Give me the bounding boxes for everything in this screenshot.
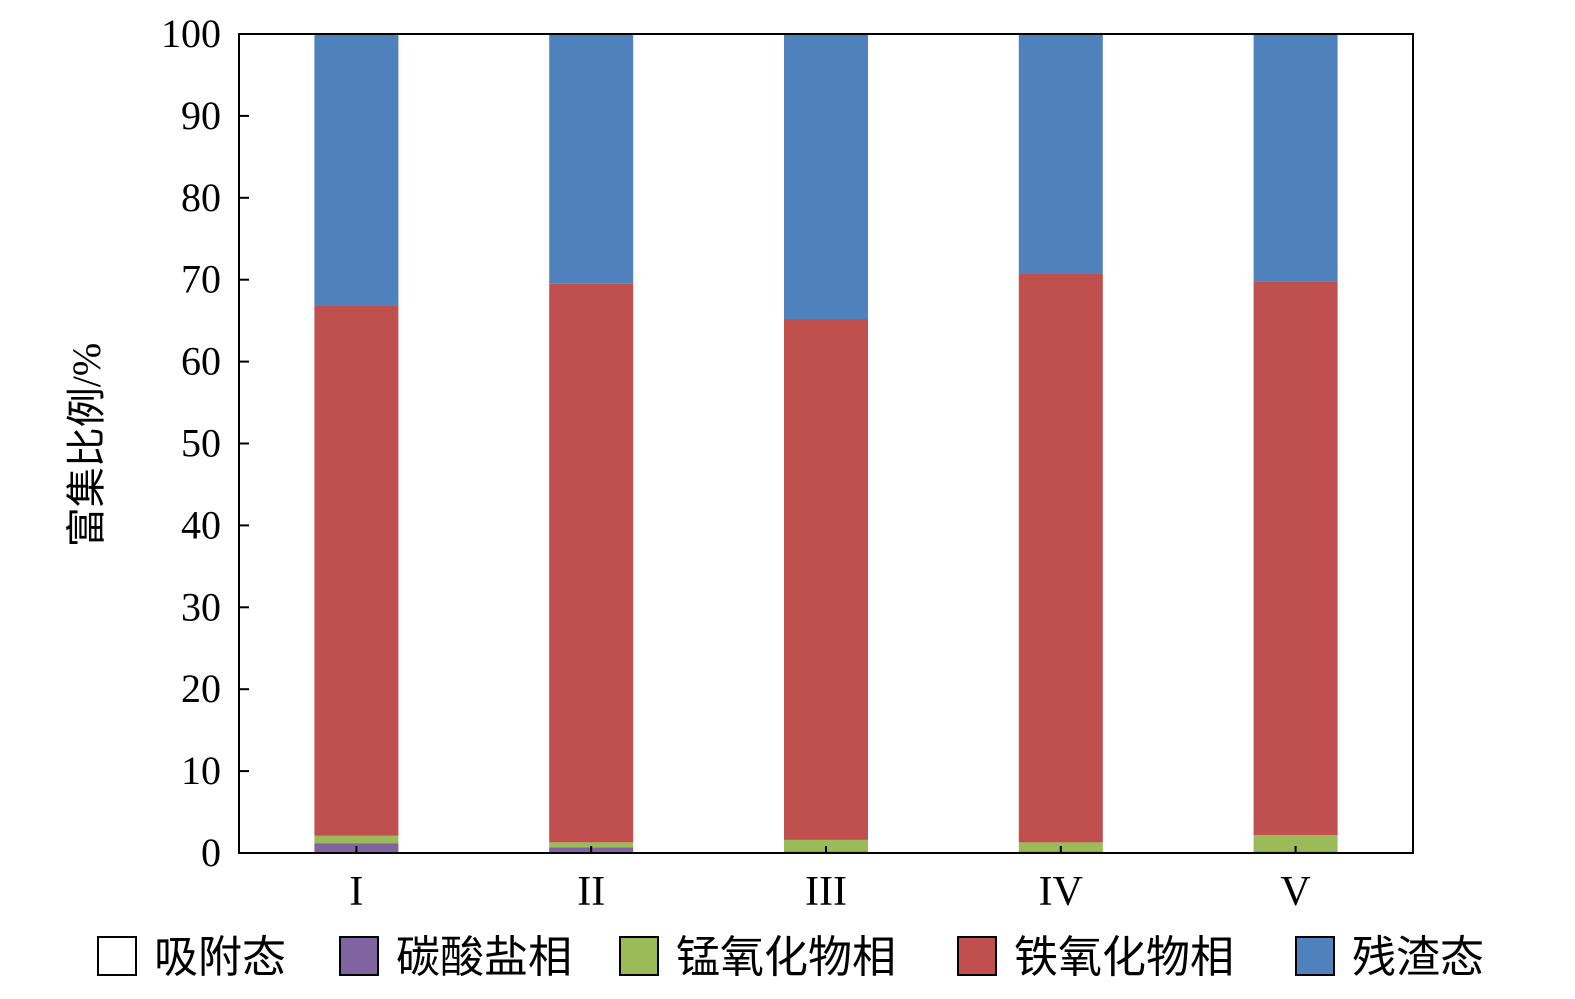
y-tick-label: 80 bbox=[181, 175, 221, 220]
bar-segment-I-2 bbox=[314, 835, 399, 844]
legend-swatch bbox=[1295, 936, 1335, 976]
legend-label: 残渣态 bbox=[1352, 933, 1484, 982]
bar-segment-I-4 bbox=[314, 34, 399, 306]
y-tick-label: 60 bbox=[181, 339, 221, 384]
bar-segment-II-4 bbox=[549, 34, 634, 284]
y-tick-label: 100 bbox=[161, 11, 221, 56]
x-tick-label: V bbox=[1280, 869, 1310, 915]
y-tick-label: 50 bbox=[181, 421, 221, 466]
legend: 吸附态 碳酸盐相 锰氧化物相 铁氧化物相 残渣态 bbox=[97, 933, 1484, 982]
legend-item: 锰氧化物相 bbox=[619, 933, 896, 982]
legend-swatch bbox=[619, 936, 659, 976]
y-tick-label: 30 bbox=[181, 584, 221, 629]
y-tick-label: 0 bbox=[201, 830, 221, 875]
y-tick-label: 70 bbox=[181, 257, 221, 302]
bar-segment-V-4 bbox=[1253, 34, 1338, 282]
legend-swatch bbox=[339, 936, 379, 976]
x-tick-label: II bbox=[577, 869, 605, 915]
bar-segment-IV-4 bbox=[1018, 34, 1103, 274]
y-axis-title: 富集比例/% bbox=[64, 343, 109, 547]
y-tick-label: 20 bbox=[181, 666, 221, 711]
bar-segment-III-4 bbox=[784, 34, 868, 320]
bar-segment-IV-3 bbox=[1018, 273, 1103, 843]
legend-label: 锰氧化物相 bbox=[676, 933, 896, 982]
legend-label: 铁氧化物相 bbox=[1014, 933, 1234, 982]
legend-swatch bbox=[957, 936, 997, 976]
x-tick-label: III bbox=[805, 869, 847, 915]
bar-segment-I-3 bbox=[314, 305, 399, 836]
legend-item: 残渣态 bbox=[1295, 933, 1484, 982]
legend-label: 吸附态 bbox=[154, 933, 286, 982]
bar-segment-II-3 bbox=[549, 283, 634, 843]
legend-item: 铁氧化物相 bbox=[957, 933, 1234, 982]
legend-swatch bbox=[97, 936, 137, 976]
legend-item: 吸附态 bbox=[97, 933, 286, 982]
bars-layer bbox=[314, 34, 1338, 853]
bar-segment-III-2 bbox=[784, 839, 868, 852]
bar-segment-II-2 bbox=[549, 842, 634, 848]
x-tick-label: IV bbox=[1039, 869, 1083, 915]
legend-item: 碳酸盐相 bbox=[339, 933, 572, 982]
bar-segment-V-3 bbox=[1253, 281, 1338, 835]
bar-segment-III-3 bbox=[784, 319, 868, 840]
bar-segment-V-2 bbox=[1253, 834, 1338, 852]
y-tick-label: 10 bbox=[181, 748, 221, 793]
x-tick-label: I bbox=[349, 869, 363, 915]
legend-label: 碳酸盐相 bbox=[396, 933, 572, 982]
y-tick-label: 90 bbox=[181, 93, 221, 138]
y-tick-label: 40 bbox=[181, 502, 221, 547]
